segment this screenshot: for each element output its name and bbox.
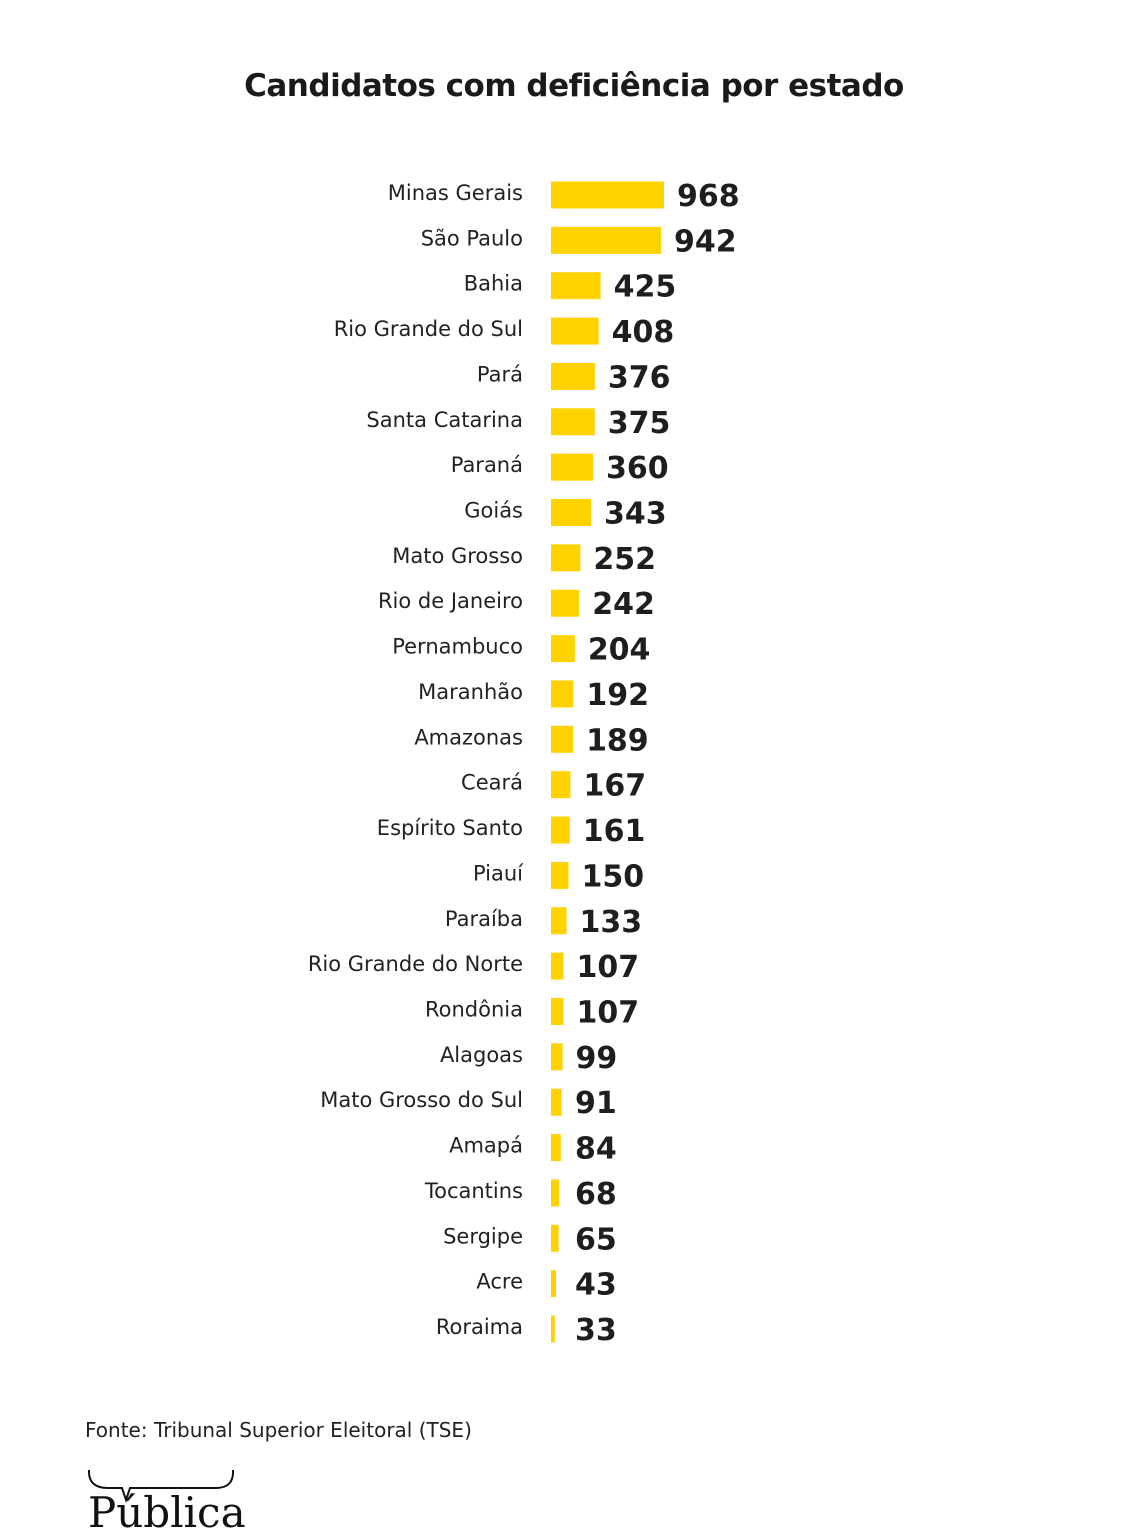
value-label: 343	[604, 497, 667, 532]
category-label: Goiás	[464, 499, 523, 523]
bar	[551, 1179, 559, 1207]
value-label: 242	[592, 587, 655, 622]
category-label: Santa Catarina	[366, 408, 523, 432]
bar	[551, 1043, 563, 1071]
category-label: Amapá	[449, 1134, 523, 1158]
value-label: 84	[575, 1132, 617, 1167]
bar	[551, 952, 564, 980]
bar	[551, 635, 575, 663]
value-label: 376	[608, 360, 671, 395]
value-label: 192	[586, 678, 649, 713]
value-label: 150	[582, 859, 645, 894]
category-label: Rio de Janeiro	[378, 589, 523, 613]
value-label: 942	[674, 224, 737, 259]
bar	[551, 816, 570, 844]
value-label: 425	[614, 270, 677, 305]
bar	[551, 181, 664, 209]
category-label: Rondônia	[425, 997, 523, 1021]
category-label: Acre	[476, 1270, 523, 1294]
category-label: Espírito Santo	[377, 816, 523, 840]
bar	[551, 317, 599, 345]
bar	[551, 589, 580, 617]
category-label: Paraná	[451, 453, 523, 477]
value-label: 360	[606, 451, 669, 486]
value-label: 167	[583, 769, 646, 804]
bar	[551, 272, 601, 300]
bar	[551, 907, 567, 935]
value-label: 189	[586, 723, 649, 758]
category-label: Bahia	[464, 272, 523, 296]
bar-chart: Minas Gerais 968 São Paulo 942 Bahia 425 Rio G…	[308, 179, 740, 1348]
bar	[551, 453, 594, 481]
value-label: 968	[677, 179, 740, 214]
category-label: Sergipe	[443, 1224, 523, 1248]
value-label: 68	[575, 1177, 617, 1212]
bar	[551, 725, 574, 753]
category-label: Mato Grosso do Sul	[320, 1088, 523, 1112]
category-label: Piauí	[473, 861, 524, 885]
value-label: 107	[576, 950, 639, 985]
value-label: 91	[575, 1086, 617, 1121]
bar	[551, 226, 661, 254]
value-label: 133	[580, 905, 643, 940]
category-label: Tocantins	[424, 1179, 523, 1203]
bar	[551, 861, 569, 889]
value-label: 252	[593, 542, 656, 577]
value-label: 375	[608, 406, 671, 441]
category-label: Amazonas	[414, 725, 523, 749]
bar	[551, 544, 581, 572]
source-note: Fonte: Tribunal Superior Eleitoral (TSE)	[85, 1418, 472, 1442]
category-label: São Paulo	[421, 226, 523, 250]
bar	[551, 499, 592, 527]
value-label: 408	[612, 315, 675, 350]
chart-title: Candidatos com deficiência por estado	[244, 68, 904, 104]
bar	[551, 1224, 559, 1252]
category-label: Pernambuco	[392, 635, 523, 659]
category-label: Ceará	[461, 771, 523, 795]
value-label: 33	[575, 1313, 617, 1348]
bar	[551, 1088, 562, 1116]
category-label: Rio Grande do Sul	[334, 317, 523, 341]
bar	[551, 362, 595, 390]
value-label: 204	[588, 633, 651, 668]
value-label: 65	[575, 1222, 617, 1257]
bar	[551, 680, 574, 708]
bar	[551, 1270, 557, 1298]
value-label: 43	[575, 1268, 617, 1303]
bar	[551, 997, 564, 1025]
publica-logo: Pública	[88, 1488, 246, 1537]
category-label: Rio Grande do Norte	[308, 952, 523, 976]
bar	[551, 408, 595, 436]
bar	[551, 1315, 555, 1343]
value-label: 161	[583, 814, 646, 849]
category-label: Roraima	[436, 1315, 523, 1339]
value-label: 99	[576, 1041, 618, 1076]
category-label: Maranhão	[418, 680, 523, 704]
publica-logo-icon	[87, 1469, 235, 1504]
value-label: 107	[576, 995, 639, 1030]
category-label: Pará	[477, 362, 523, 386]
category-label: Minas Gerais	[388, 181, 523, 205]
category-label: Paraíba	[445, 907, 523, 931]
bar	[551, 771, 571, 799]
bar	[551, 1134, 561, 1162]
category-label: Mato Grosso	[392, 544, 523, 568]
category-label: Alagoas	[440, 1043, 523, 1067]
